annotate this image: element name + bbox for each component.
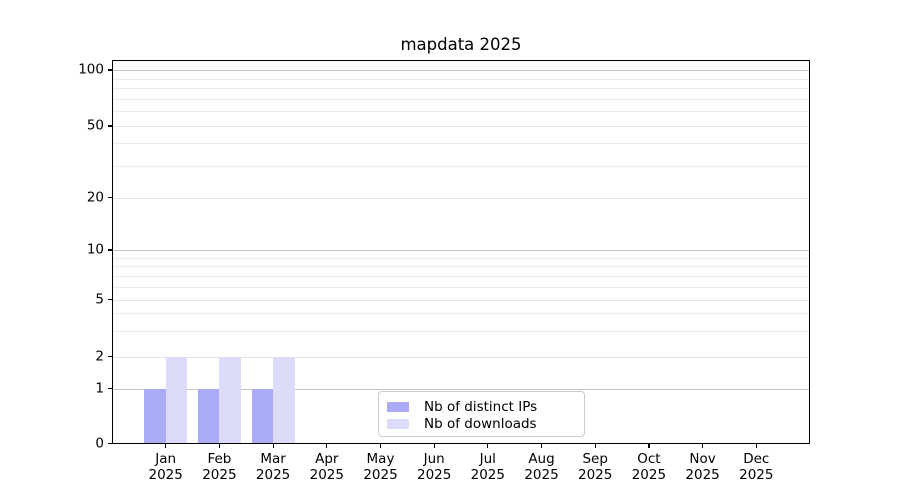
minor-gridline [112,111,810,113]
x-tick-mark [594,444,596,448]
x-tick-year: 2025 [202,467,237,483]
bar-nb-of-downloads-jan [165,356,188,444]
x-tick-year: 2025 [685,467,720,483]
y-tick-label: 2 [95,348,104,364]
x-tick-label: Feb 2025 [189,451,249,483]
x-tick-year: 2025 [363,467,398,483]
x-tick-month: Jun [423,451,445,467]
x-tick-year: 2025 [148,467,183,483]
major-gridline [112,70,810,71]
y-tick-mark [108,196,112,199]
x-tick-year: 2025 [417,467,452,483]
minor-gridline [112,313,810,315]
y-tick-label: 10 [86,241,104,258]
x-tick-year: 2025 [309,467,344,483]
y-tick-label: 50 [86,117,104,134]
y-tick-mark [108,442,112,445]
x-tick-mark [702,444,704,448]
x-tick-label: Apr 2025 [297,451,357,483]
minor-gridline [112,275,810,277]
minor-gridline [112,143,810,145]
y-tick-label: 0 [95,435,104,451]
labeled-gridline [112,197,810,199]
legend: Nb of distinct IPs Nb of downloads [378,391,585,437]
minor-gridline [112,286,810,288]
x-tick-month: Dec [743,451,770,467]
x-tick-mark [379,444,382,448]
minor-gridline [112,265,810,267]
x-tick-label: Nov 2025 [673,451,733,483]
x-tick-month: Jan [155,451,177,467]
x-tick-month: May [366,451,395,467]
x-tick-month: Oct [637,451,661,467]
y-tick-label: 100 [78,61,104,78]
x-tick-label: Dec 2025 [726,451,786,483]
minor-gridline [112,78,810,80]
x-tick-label: Aug 2025 [512,451,572,483]
x-tick-month: Apr [315,451,339,467]
x-tick-month: Sep [582,451,608,467]
labeled-gridline [112,356,810,358]
chart-title: mapdata 2025 [400,35,522,54]
bar-nb-of-downloads-mar [273,356,295,444]
x-tick-mark [487,444,489,448]
x-tick-label: Jan 2025 [136,451,196,483]
x-tick-month: Feb [207,451,232,467]
major-gridline [112,388,810,390]
plot-area [112,60,810,444]
major-gridline [112,250,810,251]
x-tick-year: 2025 [631,467,667,483]
minor-gridline [112,331,810,333]
labeled-gridline [112,299,810,301]
minor-gridline [112,98,810,100]
y-tick-label: 20 [86,189,104,205]
y-tick-mark [108,125,112,127]
x-tick-month: Nov [689,451,716,467]
y-tick-label: 5 [95,291,104,307]
labeled-gridline [112,126,810,127]
bar-nb-of-distinct-ips-jan [144,388,166,444]
x-tick-label: Jul 2025 [458,451,518,483]
x-tick-mark [540,444,543,448]
legend-label-downloads: Nb of downloads [424,415,537,432]
y-tick-mark [108,69,112,71]
x-tick-label: Mar 2025 [243,451,303,483]
legend-swatch-distinct-ips [387,401,409,412]
x-tick-mark [218,444,221,448]
minor-gridline [112,257,810,259]
x-tick-label: Oct 2025 [619,451,679,483]
x-tick-mark [433,444,435,448]
x-tick-year: 2025 [255,467,291,483]
x-tick-mark [272,444,274,448]
x-tick-label: May 2025 [351,451,411,483]
x-tick-mark [648,444,650,448]
x-tick-mark [755,444,757,448]
legend-swatch-downloads [387,418,409,429]
y-tick-mark [108,355,112,358]
minor-gridline [112,88,810,89]
bar-nb-of-distinct-ips-feb [197,388,220,444]
x-tick-mark [326,444,328,448]
minor-gridline [112,165,810,167]
x-tick-month: Jul [479,451,496,467]
legend-item-downloads: Nb of downloads [387,415,574,432]
y-tick-mark [108,298,112,301]
x-tick-year: 2025 [524,467,559,483]
legend-label-distinct-ips: Nb of distinct IPs [424,398,538,415]
y-tick-mark [108,249,112,251]
x-tick-month: Aug [528,451,555,467]
x-tick-year: 2025 [739,467,774,483]
x-tick-year: 2025 [578,467,613,483]
x-tick-mark [165,444,167,448]
y-tick-mark [108,387,112,390]
y-tick-label: 1 [95,380,104,396]
legend-item-distinct-ips: Nb of distinct IPs [387,398,574,415]
bar-nb-of-distinct-ips-mar [251,388,274,444]
bar-nb-of-downloads-feb [219,356,241,444]
x-tick-month: Mar [260,451,286,467]
x-tick-label: Sep 2025 [565,451,625,483]
x-tick-label: Jun 2025 [404,451,464,483]
x-tick-year: 2025 [470,467,505,483]
